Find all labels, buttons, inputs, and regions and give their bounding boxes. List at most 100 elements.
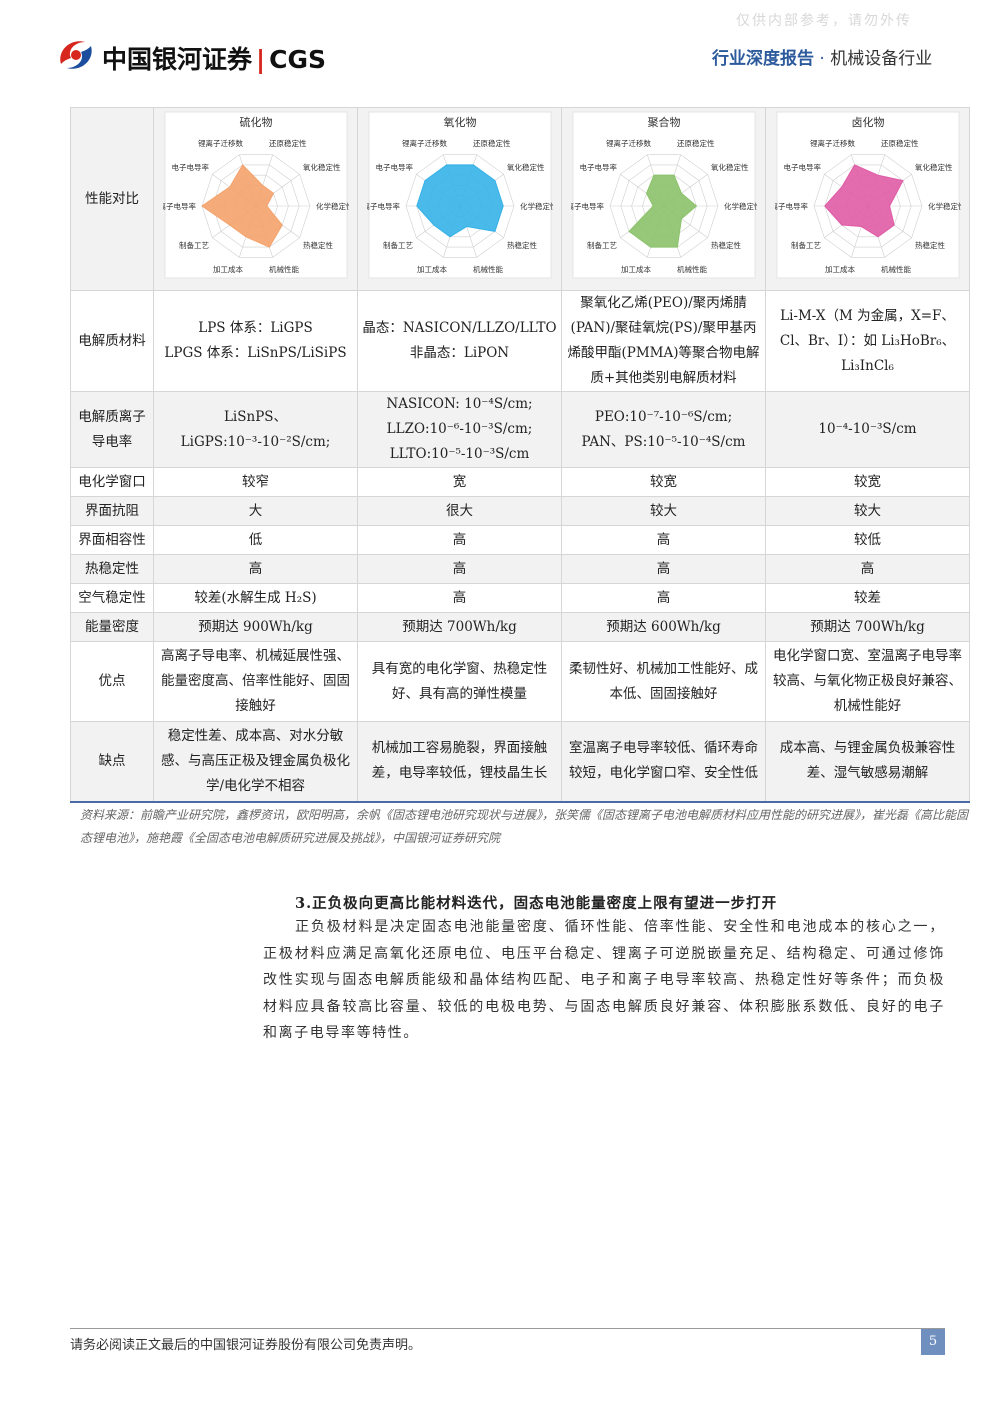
radar-area [627,174,697,248]
table-cell: 室温离子电导率较低、循环寿命较短，电化学窗口窄、安全性低 [561,721,766,802]
radar-title: 氧化物 [443,115,476,129]
table-cell: 较差 [765,583,970,613]
row-label: 缺点 [70,721,154,802]
logo-text: 中国银河证券 | CGS [102,40,326,76]
radar-axis-label: 锂离子迁移数 [401,138,446,148]
radar-axis-label: 化学稳定性 [520,201,553,211]
radar-axis-label: 离子电导率 [571,201,604,211]
row-label: 界面相容性 [70,525,154,555]
table-cell: 晶态：NASICON/LLZO/LLTO 非晶态：LiPON [357,290,562,392]
radar-area [823,163,904,237]
table-cell: 聚氧化乙烯(PEO)/聚丙烯腈(PAN)/聚硅氧烷(PS)/聚甲基丙烯酸甲酯(P… [561,290,766,392]
table-cell: 预期达 700Wh/kg [765,612,970,642]
row-label: 优点 [70,641,154,722]
radar-area [200,163,283,248]
radar-title: 卤化物 [851,115,884,129]
table-row: 电解质材料 LPS 体系：LiGPS LPGS 体系：LiSnPS/LiSiPS 晶… [70,290,970,392]
report-type: 行业深度报告 [712,49,814,69]
radar-title: 聚合物 [647,115,680,129]
table-cell: 高 [357,525,562,555]
radar-axis-label: 化学稳定性 [316,201,349,211]
separator: · [819,49,825,69]
table-row: 界面抗阻大很大 较大 较大 [70,496,970,526]
table-cell: 稳定性差、成本高、对水分敏感、与高压正极及锂金属负极化学/电化学不相容 [153,721,358,802]
footer-disclaimer: 请务必阅读正文最后的中国银河证券股份有限公司免责声明。 [70,1338,422,1353]
row-label: 能量密度 [70,612,154,642]
logo-en: CGS [269,45,327,74]
radar-axis-label: 电子电导率 [783,162,821,172]
row-label: 热稳定性 [70,554,154,584]
radar-axis-label: 热稳定性 [915,239,945,249]
table-cell: 电化学窗口宽、室温离子电导率较高、与氧化物正极良好兼容、机械性能好 [765,641,970,722]
radar-axis-label: 氧化稳定性 [507,162,545,172]
table-cell: 较大 [765,496,970,526]
table-cell: 高 [153,554,358,584]
radar-axis-label: 热稳定性 [711,239,741,249]
radar-axis-label: 电子电导率 [579,162,617,172]
footer-rule [70,1328,945,1329]
radar-axis-label: 离子电导率 [163,201,196,211]
radar-area [415,163,504,237]
radar-axis-label: 还原稳定性 [269,138,307,148]
row-label: 电化学窗口 [70,467,154,497]
table-cell: 较差(水解生成 H₂S) [153,583,358,613]
page-number: 5 [921,1329,945,1355]
table-cell: 较窄 [153,467,358,497]
table-cell: 10⁻⁴-10⁻³S/cm [765,391,970,468]
radar-axis-label: 锂离子迁移数 [809,138,854,148]
radar-axis-label: 化学稳定性 [928,201,961,211]
logo-divider: | [256,45,266,74]
table-row: 能量密度 预期达 900Wh/kg 预期达 700Wh/kg 预期达 600Wh/kg… [70,612,970,642]
table-cell: 大 [153,496,358,526]
table-cell: 柔韧性好、机械加工性能好、成本低、固固接触好 [561,641,766,722]
table-cell: 较宽 [561,467,766,497]
radar-axis-label: 还原稳定性 [881,138,919,148]
table-cell: 高 [765,554,970,584]
radar-axis-label: 加工成本 [824,263,854,273]
radar-axis-label: 机械性能 [881,263,911,273]
row-label: 电解质离子导电率 [70,391,154,468]
radar-axis-label: 加工成本 [416,263,446,273]
radar-axis-label: 制备工艺 [586,239,616,249]
table-cell: 具有宽的电化学窗、热稳定性好、具有高的弹性模量 [357,641,562,722]
row-label: 性能对比 [70,107,154,291]
table-row: 界面相容性低高高较低 [70,525,970,555]
table-cell: LPS 体系：LiGPS LPGS 体系：LiSnPS/LiSiPS [153,290,358,392]
table-cell: 较大 [561,496,766,526]
table-cell: 高 [357,554,562,584]
table-cell: 高 [561,554,766,584]
radar-axis-label: 电子电导率 [171,162,209,172]
radar-axis-label: 热稳定性 [303,239,333,249]
radar-axis-label: 电子电导率 [375,162,413,172]
table-cell: 较宽 [765,467,970,497]
radar-axis-label: 锂离子迁移数 [197,138,242,148]
radar-axis-label: 还原稳定性 [677,138,715,148]
section-heading: 3.正负极向更高比能材料迭代，固态电池能量密度上限有望进一步打开 [295,895,778,912]
radar-axis-label: 氧化稳定性 [915,162,953,172]
table-cell: 较低 [765,525,970,555]
table-cell: 高 [561,525,766,555]
table-row: 电化学窗口 较窄宽较宽 较宽 [70,467,970,497]
radar-axis-label: 加工成本 [212,263,242,273]
radar-axis-label: 机械性能 [473,263,503,273]
row-label: 界面抗阻 [70,496,154,526]
radar-axis-label: 氧化稳定性 [711,162,749,172]
table-cell: 高离子导电率、机械延展性强、能量密度高、倍率性能好、固固接触好 [153,641,358,722]
table-cell: 预期达 600Wh/kg [561,612,766,642]
table-cell: 高 [561,583,766,613]
comparison-table: 性能对比硫化物锂离子迁移数还原稳定性氧化稳定性化学稳定性热稳定性机械性能加工成本… [70,107,970,803]
radar-axis-label: 离子电导率 [775,201,808,211]
table-cell: LiSnPS、LiGPS:10⁻³-10⁻²S/cm; [153,391,358,468]
radar-axis-label: 热稳定性 [507,239,537,249]
logo-icon [60,41,92,69]
radar-axis-label: 化学稳定性 [724,201,757,211]
table-row: 空气稳定性 较差(水解生成 H₂S) 高高较差 [70,583,970,613]
industry: 机械设备行业 [830,49,933,69]
section-paragraph: 正负极材料是决定固态电池能量密度、循环性能、倍率性能、安全性和电池成本的核心之一… [263,919,945,1041]
table-cell: 成本高、与锂金属负极兼容性差、湿气敏感易潮解 [765,721,970,802]
